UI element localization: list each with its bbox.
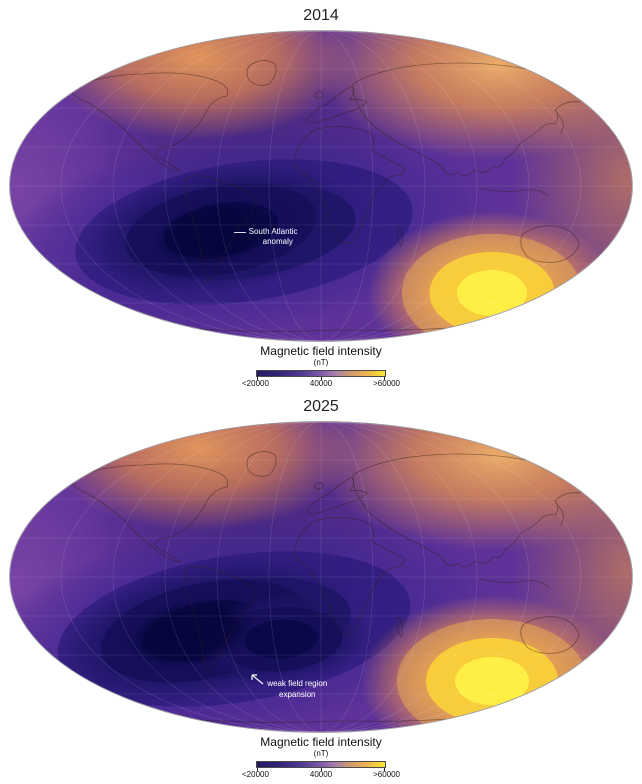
map-title-2025: 2025 xyxy=(303,398,339,415)
legend-title: Magnetic field intensity xyxy=(260,735,382,749)
colorbar-tick-mid xyxy=(321,377,322,380)
annotation-leader-line xyxy=(233,231,246,233)
tick-label-mid: 40000 xyxy=(309,379,333,388)
panel-2025: 2025 xyxy=(0,388,642,779)
panel-2014: 2014 xyxy=(0,4,642,388)
colorbar-tick-min xyxy=(257,377,258,380)
annotation-text-line2: anomaly xyxy=(262,236,293,246)
legend-unit: (nT) xyxy=(313,358,329,367)
colorbar-tick-labels: <20000 40000 >60000 xyxy=(242,379,400,388)
colorbar-tick-max xyxy=(384,377,385,380)
colorbar-tick-min xyxy=(257,768,258,771)
colorbar-tick-labels: <20000 40000 >60000 xyxy=(242,770,400,779)
map-outline xyxy=(9,421,633,733)
tick-label-min: <20000 xyxy=(242,770,269,779)
map-title-2014: 2014 xyxy=(303,7,339,24)
map-outline xyxy=(9,30,633,342)
map-canvas-2025 xyxy=(9,421,633,733)
annotation-text-line2: expansion xyxy=(279,689,316,699)
annotation-weak-field-expansion: weak field region expansion xyxy=(249,672,327,700)
tick-label-max: >60000 xyxy=(373,770,400,779)
world-map-2025: weak field region expansion xyxy=(9,421,633,733)
strong-field-region-canada xyxy=(44,422,354,531)
colorbar-legend-2025: Magnetic field intensity (nT) <20000 400… xyxy=(0,735,642,780)
strong-field-region-canada xyxy=(44,31,354,140)
map-canvas-2014 xyxy=(9,30,633,342)
colorbar-legend-2014: Magnetic field intensity (nT) <20000 400… xyxy=(0,344,642,389)
legend-title: Magnetic field intensity xyxy=(260,344,382,358)
annotation-text-line1: weak field region xyxy=(267,679,328,689)
tick-label-min: <20000 xyxy=(242,379,269,388)
colorbar-tick-mid xyxy=(321,768,322,771)
colorbar-tick-max xyxy=(384,768,385,771)
annotation-south-atlantic-anomaly: South Atlantic anomaly xyxy=(233,226,298,248)
tick-label-mid: 40000 xyxy=(309,770,333,779)
colorbar xyxy=(256,761,386,771)
tick-label-max: >60000 xyxy=(373,379,400,388)
legend-unit: (nT) xyxy=(313,749,329,758)
annotation-text-line1: South Atlantic xyxy=(248,226,298,236)
arrow-up-left-icon xyxy=(251,674,264,685)
colorbar xyxy=(256,370,386,380)
world-map-2014: South Atlantic anomaly xyxy=(9,30,633,342)
